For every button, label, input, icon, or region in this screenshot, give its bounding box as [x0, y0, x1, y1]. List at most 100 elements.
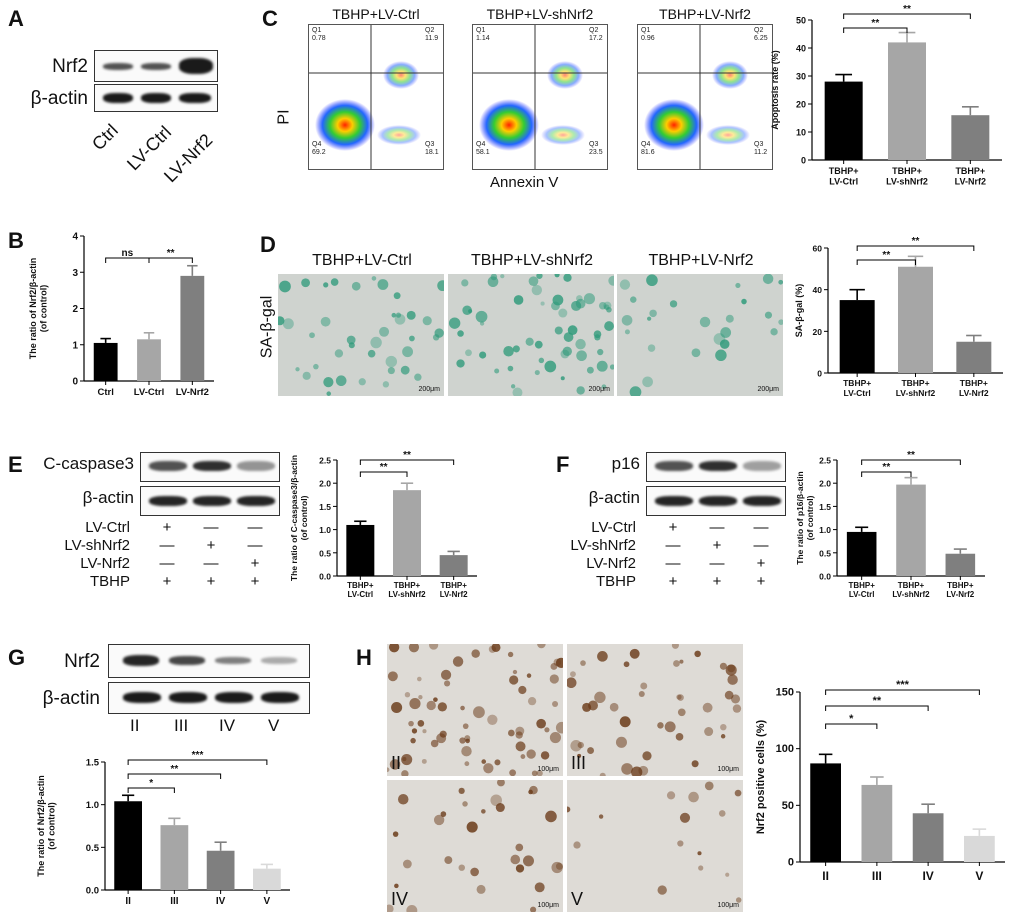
- y-axis-label-line: (of control): [46, 802, 56, 850]
- x-tick-label-line: LV-Nrf2: [959, 388, 989, 398]
- stained-cell: [476, 884, 486, 894]
- flow-plot: Q1 1.14 Q2 17.2 Q3 23.5 Q4 58.1: [472, 24, 608, 170]
- x-tick-label: TBHP+ LV-shNrf2: [896, 378, 936, 398]
- x-tick-label-line: LV-Ctrl: [134, 387, 164, 398]
- x-tick-label-line: TBHP+: [960, 378, 988, 388]
- cell-population: [706, 125, 750, 145]
- flow-y-axis-label: PI: [275, 109, 293, 125]
- condition-label: LV-Ctrl: [85, 519, 130, 536]
- bar: [180, 275, 205, 381]
- x-tick-label-line: III: [872, 869, 882, 883]
- x-tick-label: Ctrl: [97, 387, 113, 398]
- stained-cell: [437, 702, 447, 712]
- flow-density-plot: [638, 25, 772, 169]
- flow-x-axis-label: Annexin V: [490, 174, 559, 191]
- significance-label: **: [403, 450, 411, 461]
- bar: [206, 850, 235, 890]
- cell-stain-layer: [387, 780, 563, 912]
- x-tick-label: TBHP+ LV-Ctrl: [347, 581, 374, 599]
- stained-cell: [677, 840, 684, 847]
- x-tick-label-line: IV: [922, 869, 933, 883]
- stained-cell: [554, 326, 563, 335]
- lane-label: Ctrl: [88, 120, 122, 155]
- y-axis-label-line: (of control): [805, 495, 815, 540]
- y-tick-label: 4: [72, 232, 78, 243]
- sa-beta-gal-image: 200μm: [617, 274, 783, 396]
- stained-cell: [631, 766, 643, 776]
- stained-cell: [597, 348, 604, 356]
- stained-cell: [494, 759, 501, 766]
- wb-row-label: β-actin: [82, 488, 134, 507]
- condition-mark: +: [668, 573, 678, 590]
- significance-label-line: **: [170, 764, 178, 775]
- stained-cell: [725, 314, 734, 323]
- stained-cell: [666, 791, 676, 800]
- stained-cell: [395, 312, 402, 318]
- stained-cell: [609, 364, 614, 370]
- stained-cell: [770, 328, 778, 336]
- stained-cell: [741, 298, 747, 305]
- stained-cell: [588, 700, 598, 711]
- stained-cell: [540, 751, 550, 760]
- stained-cell: [567, 806, 571, 813]
- band: [655, 496, 693, 506]
- stained-cell: [382, 381, 390, 388]
- significance-bracket: [843, 13, 971, 19]
- stained-cell: [657, 722, 664, 729]
- ihc-grade-label: II: [391, 753, 402, 773]
- x-tick-label-line: LV-shNrf2: [388, 590, 426, 599]
- stained-cell: [491, 644, 501, 652]
- y-tick-label: 0: [801, 156, 806, 166]
- stained-cell: [558, 308, 568, 318]
- stained-cell: [391, 312, 397, 318]
- flow-plot: Q1 0.96 Q2 6.25 Q3 11.2 Q4 81.6: [637, 24, 773, 170]
- condition-mark: +: [756, 555, 766, 572]
- y-tick-label-line: 1: [72, 340, 78, 351]
- stained-cell: [462, 305, 472, 315]
- flow-density-plot: [309, 25, 443, 169]
- stained-cell: [402, 757, 407, 762]
- scale-bar-label: 100μm: [717, 766, 739, 773]
- stained-cell: [526, 749, 536, 759]
- bar-chart-c: 0 10 20 30 40 50 Apoptosis rate (%) TBHP+ LV-Ctr…: [760, 4, 1010, 195]
- flow-plot-title: TBHP+LV-shNrf2: [486, 6, 594, 22]
- stained-cell: [640, 682, 648, 690]
- stained-cell: [596, 360, 608, 372]
- y-tick-label-line: 0.0: [86, 886, 99, 897]
- condition-label: LV-Ctrl: [591, 519, 636, 536]
- stained-cell: [551, 301, 560, 311]
- band: [141, 93, 171, 103]
- band: [149, 496, 187, 506]
- y-tick-label-line: 0.0: [319, 572, 331, 582]
- significance-label-line: **: [903, 4, 911, 15]
- stained-cell: [718, 810, 726, 817]
- x-tick-label-line: TBHP+: [843, 378, 871, 388]
- x-tick-label-line: LV-shNrf2: [896, 388, 936, 398]
- x-tick-label: TBHP+ LV-Ctrl: [843, 378, 871, 398]
- condition-label: TBHP: [89, 573, 130, 590]
- y-tick-label-line: 0.0: [819, 572, 831, 582]
- stained-cell: [464, 735, 471, 742]
- stained-cell: [448, 317, 461, 329]
- y-tick-label: 0.0: [319, 572, 331, 582]
- band: [215, 692, 253, 703]
- stained-cell: [573, 841, 581, 849]
- x-tick-label-line: TBHP+: [892, 166, 922, 176]
- y-axis-label: SA-β-gal (%): [794, 284, 804, 338]
- stained-cell: [409, 698, 421, 710]
- y-tick-label: 0.5: [319, 548, 331, 558]
- stained-cell: [421, 758, 427, 764]
- condition-mark: +: [756, 573, 766, 590]
- stained-cell: [697, 851, 702, 856]
- stained-cell: [508, 729, 515, 737]
- significance-bracket: [359, 471, 408, 477]
- stained-cell: [586, 366, 594, 374]
- stained-cell: [725, 872, 730, 877]
- cell-population: [712, 61, 748, 89]
- y-tick-label: 1.0: [86, 800, 99, 811]
- panel-letter-d: D: [260, 232, 276, 257]
- stained-cell: [481, 809, 486, 814]
- stained-cell: [503, 345, 514, 357]
- stained-cell: [544, 727, 550, 733]
- stained-cell: [570, 740, 582, 752]
